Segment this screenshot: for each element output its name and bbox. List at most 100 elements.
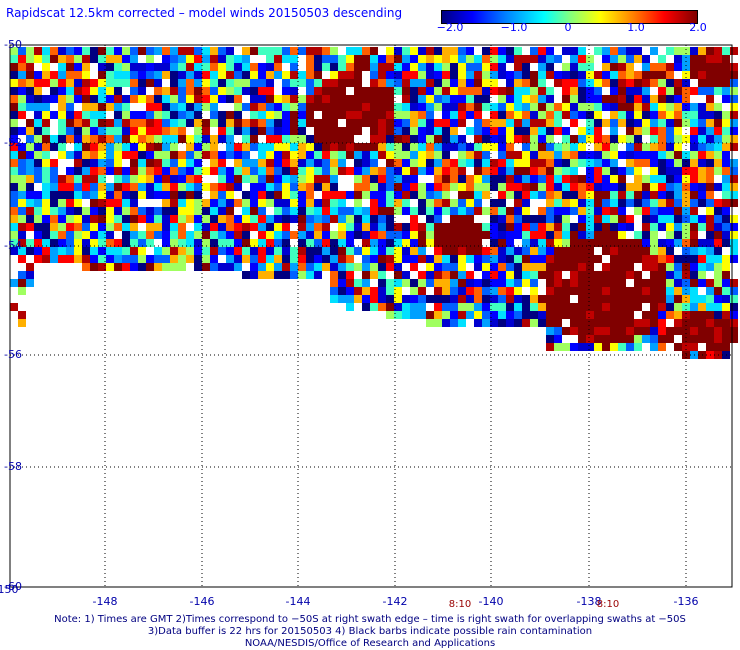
data-cell [546, 135, 554, 143]
data-cell [658, 255, 666, 263]
data-cell [10, 127, 18, 135]
data-cell [698, 71, 706, 79]
data-cell [410, 279, 418, 287]
data-cell [314, 255, 322, 263]
data-cell [546, 87, 554, 95]
data-cell [594, 159, 602, 167]
data-cell [178, 111, 186, 119]
data-cell [330, 95, 338, 103]
data-cell [714, 135, 722, 143]
data-cell [538, 303, 546, 311]
data-cell [18, 47, 26, 55]
data-cell [578, 319, 586, 327]
data-cell [378, 143, 386, 151]
data-cell [322, 191, 330, 199]
data-cell [234, 143, 242, 151]
data-cell [506, 135, 514, 143]
data-cell [546, 159, 554, 167]
data-cell [378, 175, 386, 183]
data-cell [722, 55, 730, 63]
data-cell [66, 103, 74, 111]
data-cell [554, 303, 562, 311]
data-cell [490, 215, 498, 223]
data-cell [34, 143, 42, 151]
data-cell [714, 63, 722, 71]
data-cell [26, 247, 34, 255]
data-cell [466, 55, 474, 63]
data-cell [466, 207, 474, 215]
data-cell [578, 271, 586, 279]
data-cell [514, 167, 522, 175]
data-cell [490, 263, 498, 271]
data-cell [282, 271, 290, 279]
data-cell [426, 311, 434, 319]
data-cell [562, 247, 570, 255]
data-cell [594, 271, 602, 279]
data-cell [162, 71, 170, 79]
data-cell [458, 207, 466, 215]
data-cell [698, 239, 706, 247]
data-cell [258, 263, 266, 271]
data-cell [362, 159, 370, 167]
data-cell [506, 255, 514, 263]
data-cell [722, 135, 730, 143]
data-cell [602, 175, 610, 183]
data-cell [82, 79, 90, 87]
data-cell [66, 119, 74, 127]
data-cell [562, 143, 570, 151]
data-cell [114, 207, 122, 215]
data-cell [266, 127, 274, 135]
data-cell [650, 175, 658, 183]
data-cell [210, 63, 218, 71]
data-cell [450, 71, 458, 79]
data-cell [634, 71, 642, 79]
data-cell [698, 247, 706, 255]
data-cell [218, 167, 226, 175]
data-cell [666, 255, 674, 263]
data-cell [266, 223, 274, 231]
data-cell [394, 271, 402, 279]
data-cell [74, 119, 82, 127]
data-cell [402, 311, 410, 319]
data-cell [450, 319, 458, 327]
data-cell [98, 119, 106, 127]
data-cell [442, 231, 450, 239]
data-cell [570, 199, 578, 207]
data-cell [714, 143, 722, 151]
data-cell [610, 191, 618, 199]
data-cell [538, 223, 546, 231]
data-cell [610, 135, 618, 143]
data-cell [194, 167, 202, 175]
data-cell [626, 327, 634, 335]
data-cell [106, 119, 114, 127]
data-cell [706, 47, 714, 55]
data-cell [322, 103, 330, 111]
data-cell [434, 151, 442, 159]
data-cell [10, 135, 18, 143]
data-cell [722, 71, 730, 79]
data-cell [562, 207, 570, 215]
data-cell [154, 167, 162, 175]
data-cell [386, 119, 394, 127]
data-cell [666, 119, 674, 127]
data-cell [530, 103, 538, 111]
data-cell [674, 287, 682, 295]
data-cell [90, 215, 98, 223]
data-cell [586, 335, 594, 343]
data-cell [714, 263, 722, 271]
data-cell [474, 95, 482, 103]
data-cell [194, 95, 202, 103]
data-cell [10, 239, 18, 247]
data-cell [730, 175, 738, 183]
data-cell [626, 47, 634, 55]
data-cell [298, 223, 306, 231]
data-cell [306, 159, 314, 167]
data-cell [210, 231, 218, 239]
data-cell [218, 207, 226, 215]
data-cell [362, 183, 370, 191]
data-cell [314, 199, 322, 207]
data-cell [578, 303, 586, 311]
data-cell [426, 151, 434, 159]
data-cell [602, 295, 610, 303]
data-cell [538, 143, 546, 151]
